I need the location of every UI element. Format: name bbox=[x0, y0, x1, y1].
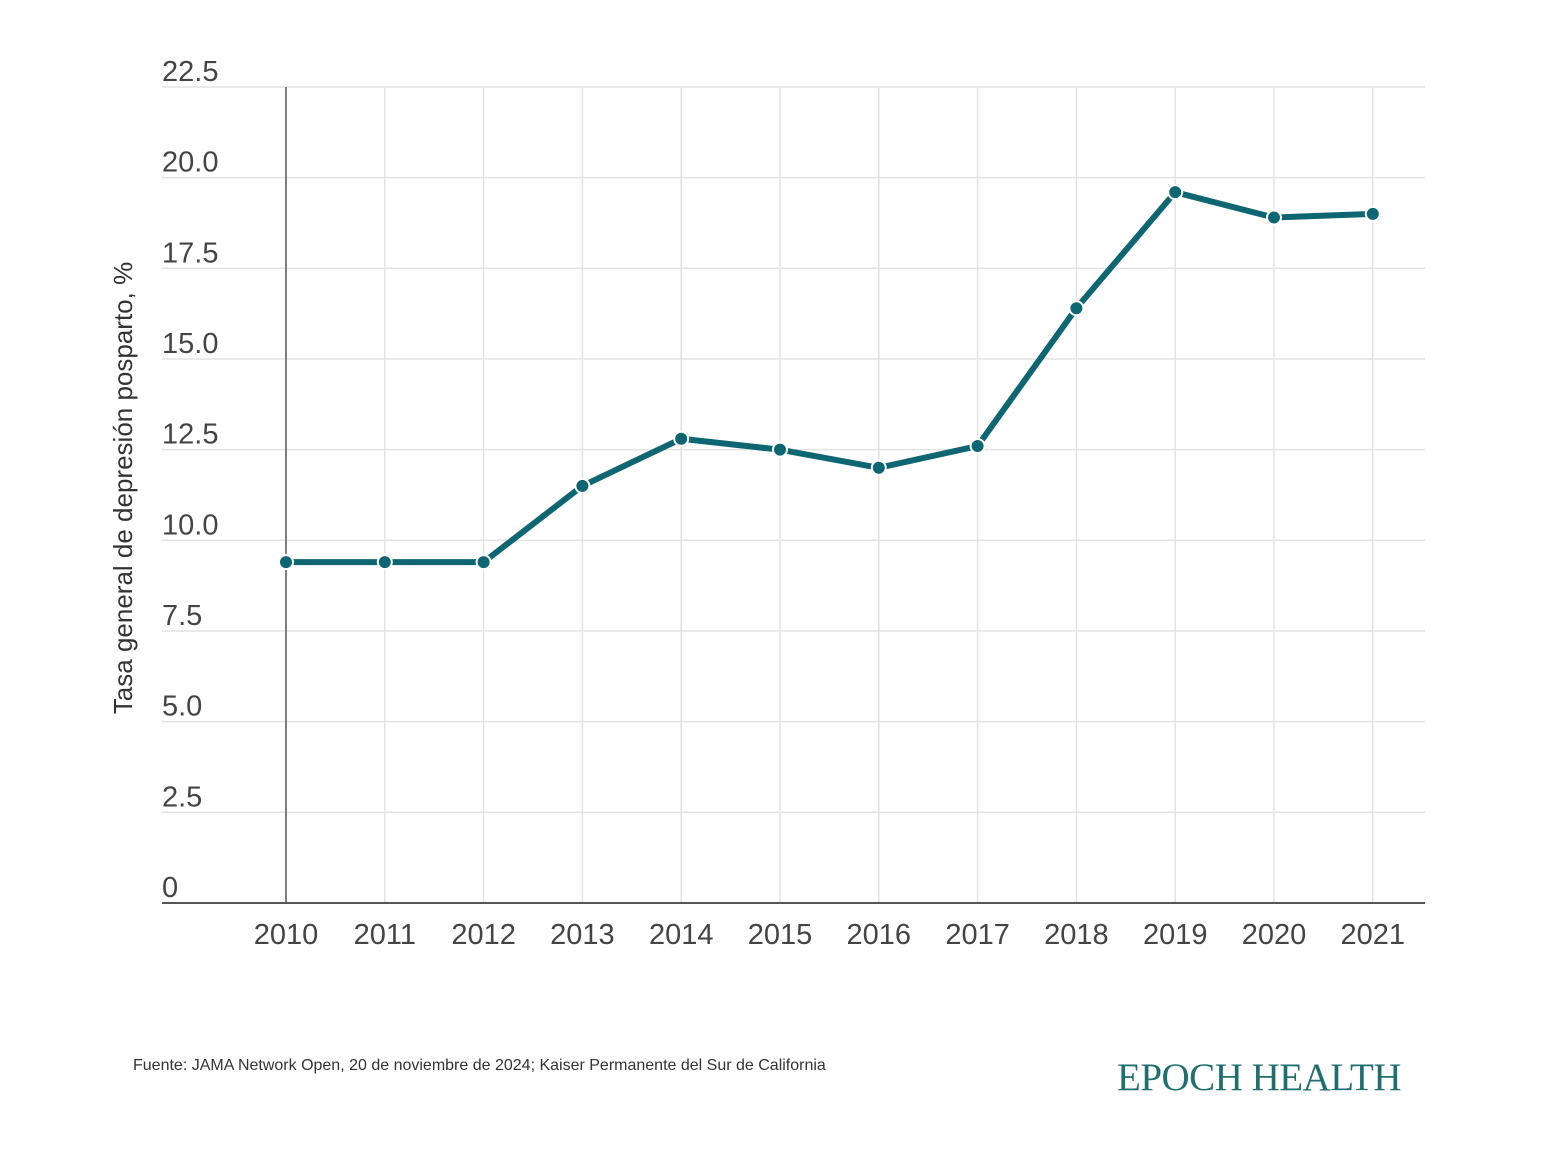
line-chart: 02.55.07.510.012.515.017.520.022.5 2010 2… bbox=[108, 56, 1425, 951]
data-point bbox=[969, 438, 986, 455]
axes bbox=[162, 87, 1425, 904]
data-point bbox=[1068, 300, 1085, 317]
y-tick-label: 12.5 bbox=[162, 419, 218, 451]
x-tick-label: 2010 bbox=[254, 919, 319, 951]
y-tick-label: 20.0 bbox=[162, 147, 218, 179]
x-tick-label: 2015 bbox=[748, 919, 813, 951]
x-tick-label: 2014 bbox=[649, 919, 714, 951]
y-tick-label: 5.0 bbox=[162, 691, 202, 723]
source-note: Fuente: JAMA Network Open, 20 de noviemb… bbox=[133, 1057, 826, 1074]
y-axis-title: Tasa general de depresión posparto, % bbox=[108, 262, 138, 714]
brand-logo: EPOCH HEALTH bbox=[1117, 1056, 1402, 1099]
y-tick-label: 2.5 bbox=[162, 781, 202, 813]
data-point bbox=[278, 554, 294, 571]
x-tick-label: 2018 bbox=[1044, 919, 1109, 951]
data-point bbox=[574, 477, 591, 494]
x-tick-label: 2021 bbox=[1341, 919, 1406, 951]
x-tick-label: 2011 bbox=[354, 919, 416, 951]
series-line bbox=[283, 189, 1376, 566]
data-point bbox=[475, 554, 492, 571]
y-tick-label: 10.0 bbox=[162, 509, 218, 541]
y-tick-label: 7.5 bbox=[162, 600, 202, 632]
y-tick-label: 22.5 bbox=[162, 56, 218, 88]
x-tick-label: 2012 bbox=[451, 919, 516, 951]
x-tick-label: 2013 bbox=[550, 919, 615, 951]
data-point bbox=[673, 430, 690, 447]
y-tick-label: 0 bbox=[162, 872, 178, 904]
data-point bbox=[1266, 209, 1282, 226]
x-tick-label: 2016 bbox=[847, 919, 912, 951]
y-tick-labels: 0 2.5 5.0 7.5 10.0 12.5 15.0 17.5 20.0 22.5 bbox=[162, 56, 218, 904]
x-tick-label: 2020 bbox=[1242, 919, 1307, 951]
y-tick-label: 15.0 bbox=[162, 328, 218, 360]
y-tick-label: 17.5 bbox=[162, 237, 218, 269]
data-point bbox=[1167, 184, 1184, 201]
x-tick-label: 2019 bbox=[1143, 919, 1208, 951]
data-point bbox=[870, 459, 887, 476]
data-point bbox=[376, 554, 393, 571]
data-point bbox=[772, 441, 788, 458]
data-series bbox=[278, 184, 1381, 571]
x-tick-label: 2017 bbox=[945, 919, 1010, 951]
data-point bbox=[1364, 205, 1381, 222]
x-tick-labels: 2010 2011 2012 2013 2014 2015 2016 2017 2018 2019… bbox=[254, 919, 1405, 951]
